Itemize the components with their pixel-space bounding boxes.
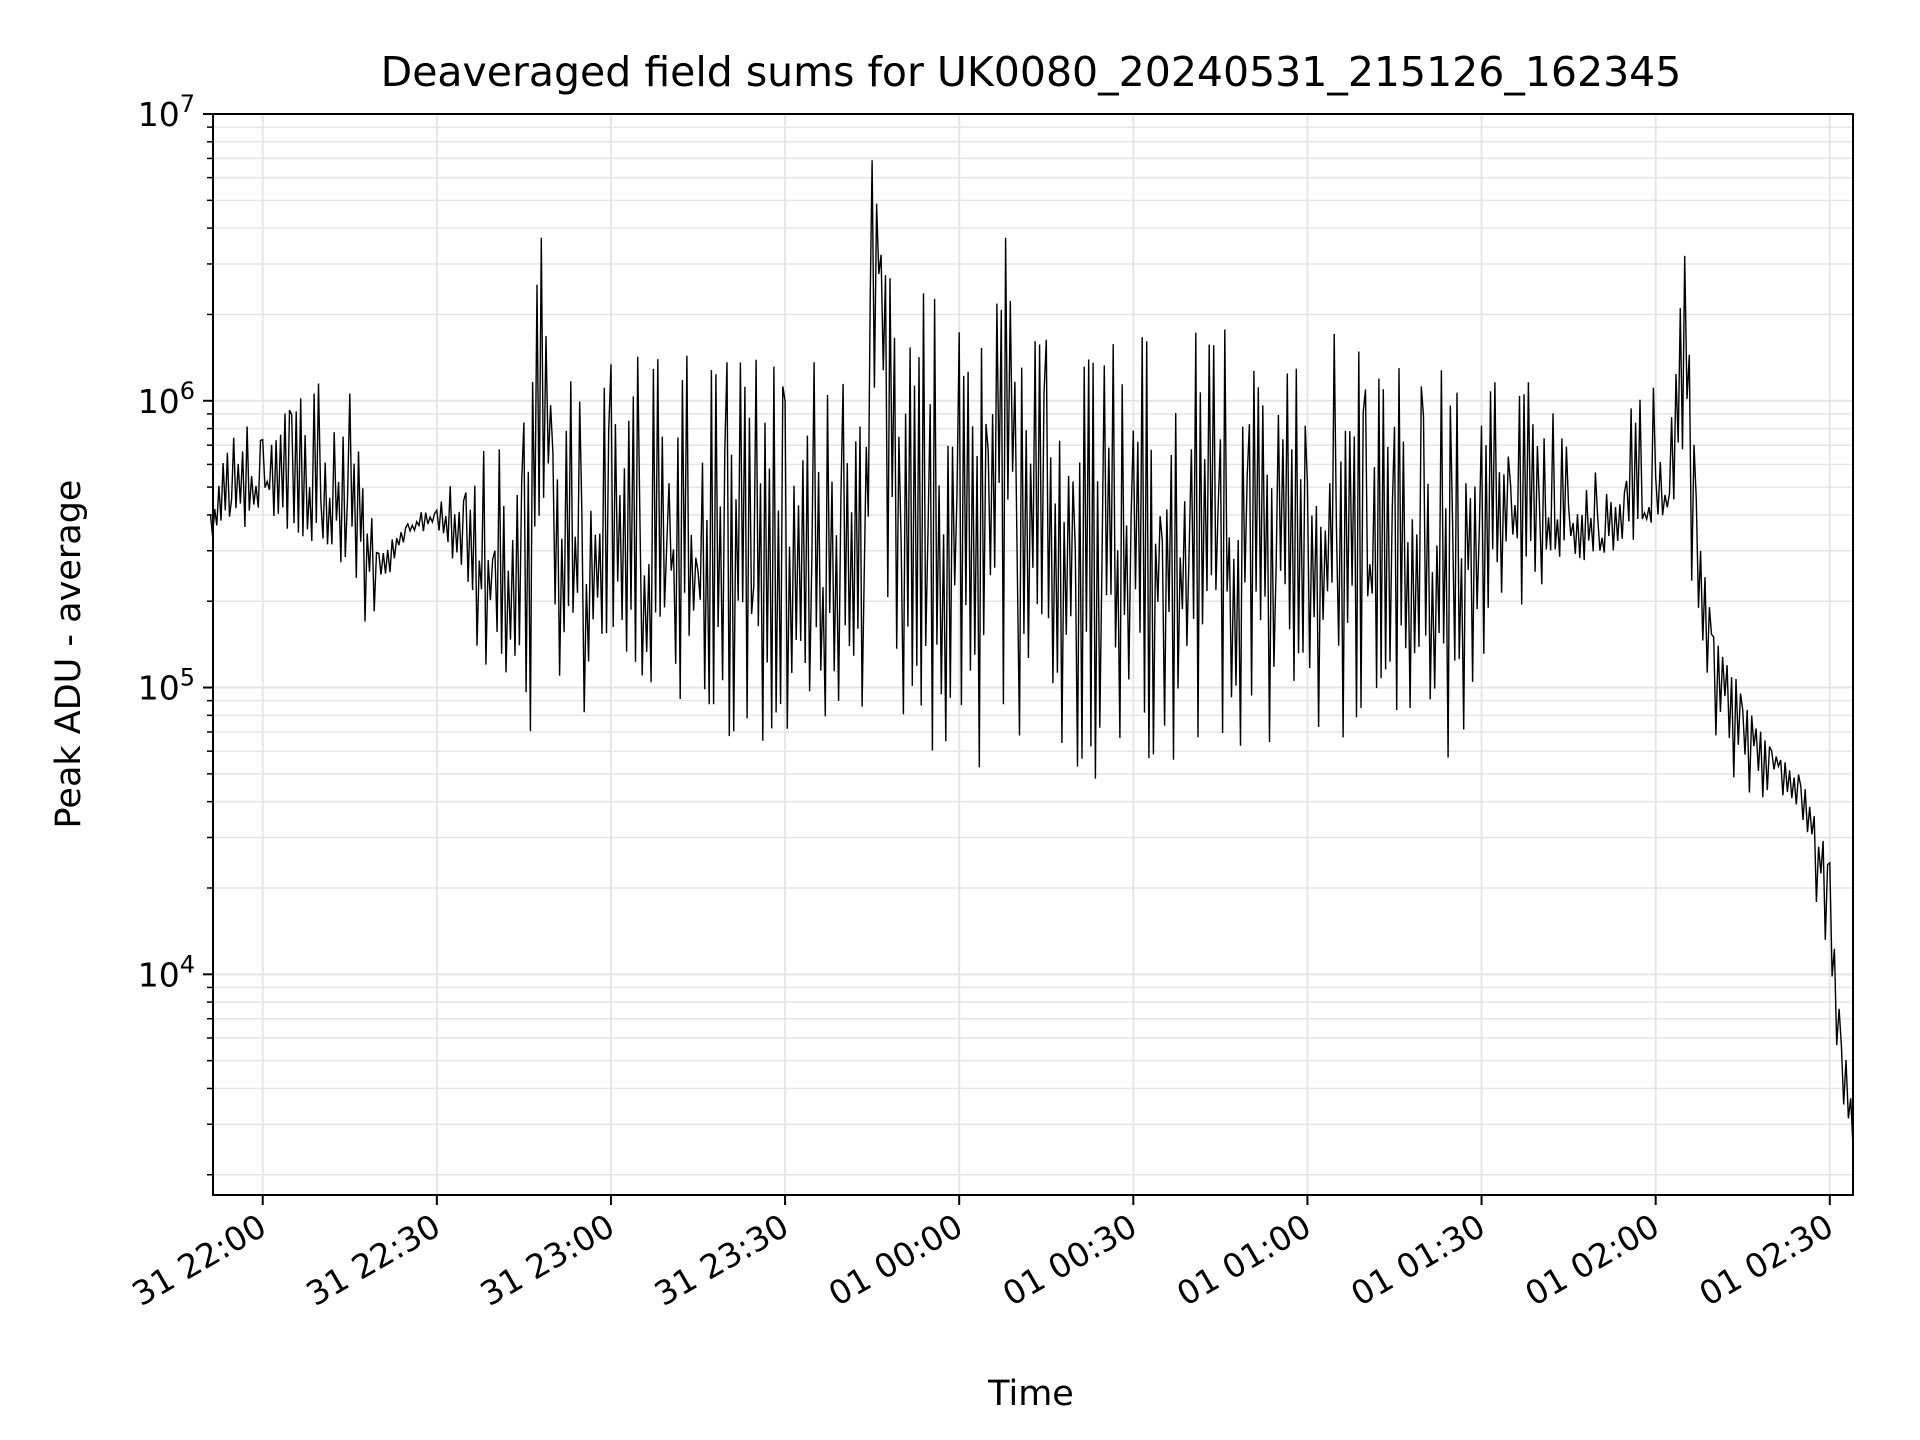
y-axis: 104 105 106 107 — [138, 90, 213, 1176]
y-tick-label: 104 — [138, 950, 195, 994]
y-tick-label: 107 — [138, 90, 195, 134]
axes-frame — [212, 113, 1854, 1196]
x-axis-label: Time — [987, 1374, 1074, 1414]
y-tick-label: 106 — [138, 377, 195, 421]
y-axis-label: Peak ADU - average — [49, 480, 89, 829]
y-tick-label: 105 — [138, 664, 195, 708]
series-line — [209, 160, 1854, 1148]
plot-area — [209, 160, 1854, 1148]
chart-title: Deaveraged field sums for UK0080_2024053… — [381, 48, 1682, 96]
